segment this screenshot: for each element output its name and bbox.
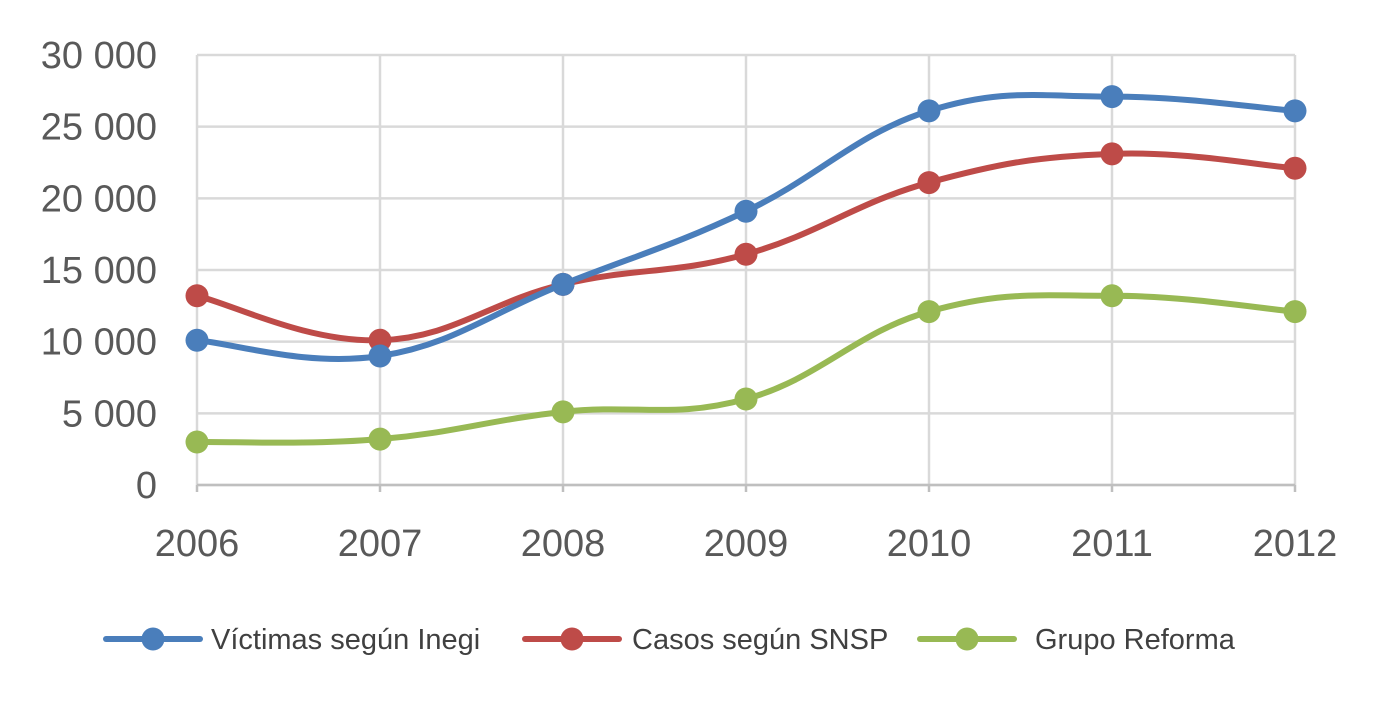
data-point <box>1100 284 1124 308</box>
series-layer <box>185 85 1307 454</box>
data-point <box>917 99 941 123</box>
data-point <box>368 328 392 352</box>
data-point <box>185 328 209 352</box>
legend-label: Víctimas según Inegi <box>211 624 480 656</box>
data-point <box>551 272 575 296</box>
x-tick-label: 2007 <box>338 523 423 565</box>
x-tick-label: 2008 <box>521 523 606 565</box>
x-tick-label: 2012 <box>1253 523 1338 565</box>
x-tick-label: 2006 <box>155 523 240 565</box>
y-tick-label: 15 000 <box>41 250 157 292</box>
data-point <box>734 199 758 223</box>
legend-swatch-marker <box>560 627 584 651</box>
data-point <box>368 344 392 368</box>
y-tick-label: 10 000 <box>41 322 157 364</box>
legend-item-0: Víctimas según Inegi <box>103 624 480 656</box>
y-tick-label: 30 000 <box>41 35 157 77</box>
series-0 <box>185 85 1307 368</box>
y-tick-label: 5 000 <box>62 393 157 435</box>
series-1 <box>185 142 1307 352</box>
x-tick-label: 2009 <box>704 523 789 565</box>
series-2 <box>185 284 1307 454</box>
data-point <box>734 387 758 411</box>
grid <box>195 53 1297 487</box>
y-tick-label: 25 000 <box>41 107 157 149</box>
legend-label: Casos según SNSP <box>632 624 888 656</box>
data-point <box>185 284 209 308</box>
data-point <box>1100 85 1124 109</box>
legend-swatch-marker <box>141 627 165 651</box>
legend-item-1: Casos según SNSP <box>522 624 888 656</box>
legend-swatch-marker <box>955 627 979 651</box>
data-point <box>185 430 209 454</box>
data-point <box>1283 156 1307 180</box>
legend-item-2: Grupo Reforma <box>917 624 1236 656</box>
data-point <box>734 242 758 266</box>
data-point <box>1283 99 1307 123</box>
legend: Víctimas según Inegi Casos según SNSP Grup… <box>103 624 1236 656</box>
data-point <box>368 427 392 451</box>
data-point <box>1100 142 1124 166</box>
data-point <box>551 400 575 424</box>
axes: 0 5 000 10 000 15 000 20 000 25 000 30 000 2006… <box>41 35 1338 565</box>
legend-label: Grupo Reforma <box>1035 624 1236 656</box>
y-tick-label: 20 000 <box>41 178 157 220</box>
x-tick-label: 2010 <box>887 523 972 565</box>
data-point <box>917 300 941 324</box>
y-tick-label: 0 <box>136 465 157 507</box>
data-point <box>1283 300 1307 324</box>
x-tick-label: 2011 <box>1071 523 1153 565</box>
data-point <box>917 171 941 195</box>
